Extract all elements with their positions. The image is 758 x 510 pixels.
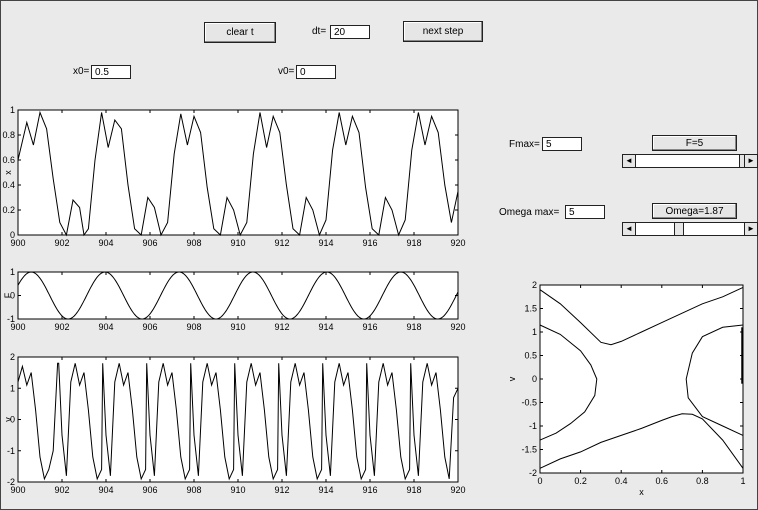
x-plot-ytick-label: 0 bbox=[10, 230, 15, 240]
v-plot-xtick-label: 908 bbox=[186, 485, 201, 495]
x-plot-xtick-label: 904 bbox=[98, 238, 113, 248]
x-plot-xtick-label: 918 bbox=[406, 238, 421, 248]
next-step-button[interactable]: next step bbox=[403, 21, 483, 42]
f-value-display: F=5 bbox=[652, 135, 737, 151]
v-plot-xtick-label: 916 bbox=[362, 485, 377, 495]
phase-plot-xtick-label: 1 bbox=[740, 476, 745, 486]
F-plot-xtick-label: 908 bbox=[186, 322, 201, 332]
dt-input[interactable]: 20 bbox=[330, 25, 370, 39]
x-plot-xtick-label: 910 bbox=[230, 238, 245, 248]
phase-plot-ylabel: v bbox=[507, 376, 517, 381]
F-plot-xtick-label: 910 bbox=[230, 322, 245, 332]
phase-trajectory-line-2 bbox=[539, 324, 598, 441]
dt-label: dt= bbox=[312, 26, 327, 37]
x-plot-xtick-label: 906 bbox=[142, 238, 157, 248]
F-plot-xtick-label: 916 bbox=[362, 322, 377, 332]
v-plot-xtick-label: 900 bbox=[10, 485, 25, 495]
phase-plot-ytick-label: -2 bbox=[529, 468, 537, 478]
phase-trajectory-line-3 bbox=[539, 413, 744, 469]
F-plot-ylabel: F bbox=[3, 292, 13, 298]
phase-plot-xlabel: x bbox=[639, 487, 644, 497]
clear-t-button[interactable]: clear t bbox=[204, 22, 276, 43]
v-plot-ytick-label: 1 bbox=[10, 383, 15, 393]
v-plot-axes-box bbox=[17, 356, 459, 483]
phase-trajectory-line-1 bbox=[539, 286, 744, 346]
v-plot-ytick-label: 2 bbox=[10, 352, 15, 362]
F-plot-ytick-label: -1 bbox=[7, 314, 15, 324]
F-plot-xtick-label: 918 bbox=[406, 322, 421, 332]
phase-plot-ytick-label: 1.5 bbox=[524, 304, 537, 314]
v0-input[interactable]: 0 bbox=[296, 65, 336, 79]
phase-trajectory-line-4 bbox=[685, 324, 744, 436]
x-plot-xtick-label: 916 bbox=[362, 238, 377, 248]
omega-value-display: Omega=1.87 bbox=[652, 203, 737, 219]
x-plot-xtick-label: 914 bbox=[318, 238, 333, 248]
v-plot-xtick-label: 918 bbox=[406, 485, 421, 495]
x-plot-ytick-label: 0.8 bbox=[2, 130, 15, 140]
x-plot-ytick-label: 0.6 bbox=[2, 155, 15, 165]
F-plot-ytick-label: 0 bbox=[10, 291, 15, 301]
x-plot-xtick-label: 920 bbox=[450, 238, 465, 248]
v-plot-xtick-label: 910 bbox=[230, 485, 245, 495]
x0-input[interactable]: 0.5 bbox=[91, 65, 131, 79]
F-plot-xtick-label: 902 bbox=[54, 322, 69, 332]
omega-slider-left-arrow-icon[interactable]: ◄ bbox=[623, 223, 636, 235]
x0-label: x0= bbox=[73, 66, 90, 77]
x-plot-xtick-label: 900 bbox=[10, 238, 25, 248]
F-plot-xtick-label: 900 bbox=[10, 322, 25, 332]
x-plot-ylabel: x bbox=[3, 170, 13, 175]
omega-slider-thumb[interactable] bbox=[673, 223, 684, 235]
F-plot-ytick-label: 1 bbox=[10, 267, 15, 277]
v-plot-ytick-label: 0 bbox=[10, 415, 15, 425]
v-plot-ytick-label: -1 bbox=[7, 446, 15, 456]
v-plot-xtick-label: 914 bbox=[318, 485, 333, 495]
omega-slider-right-arrow-icon[interactable]: ► bbox=[744, 223, 757, 235]
v0-label: v0= bbox=[278, 66, 295, 77]
F-plot-xtick-label: 912 bbox=[274, 322, 289, 332]
phase-plot-xtick-label: 0 bbox=[537, 476, 542, 486]
omega-max-input[interactable]: 5 bbox=[565, 205, 605, 219]
v-plot-ylabel: v bbox=[3, 417, 13, 422]
phase-plot-xtick-label: 0.4 bbox=[615, 476, 628, 486]
v-plot-xtick-label: 906 bbox=[142, 485, 157, 495]
phase-plot-ytick-label: 1 bbox=[532, 327, 537, 337]
phase-plot-ytick-label: -1 bbox=[529, 421, 537, 431]
x-plot-ytick-label: 0.4 bbox=[2, 180, 15, 190]
phase-plot-xtick-label: 0.8 bbox=[696, 476, 709, 486]
x-plot-xtick-label: 912 bbox=[274, 238, 289, 248]
phase-plot-xtick-label: 0.6 bbox=[656, 476, 669, 486]
x-plot-xtick-label: 908 bbox=[186, 238, 201, 248]
v-plot-xtick-label: 902 bbox=[54, 485, 69, 495]
x-plot-xtick-label: 902 bbox=[54, 238, 69, 248]
fmax-input[interactable]: 5 bbox=[542, 137, 582, 151]
x-plot-ytick-label: 1 bbox=[10, 105, 15, 115]
f-slider[interactable]: ◄ ► bbox=[622, 154, 758, 168]
v-plot-xtick-label: 920 bbox=[450, 485, 465, 495]
phase-plot-ytick-label: -0.5 bbox=[521, 398, 537, 408]
v-plot-ytick-label: -2 bbox=[7, 477, 15, 487]
F-plot-xtick-label: 920 bbox=[450, 322, 465, 332]
F-plot-xtick-label: 906 bbox=[142, 322, 157, 332]
phase-plot-ytick-label: 0 bbox=[532, 374, 537, 384]
x-plot-series-line bbox=[17, 110, 459, 237]
v-plot-xtick-label: 904 bbox=[98, 485, 113, 495]
fmax-label: Fmax= bbox=[509, 139, 540, 150]
phase-plot-ytick-label: 2 bbox=[532, 280, 537, 290]
phase-plot-xtick-label: 0.2 bbox=[574, 476, 587, 486]
omega-max-label: Omega max= bbox=[499, 207, 560, 218]
f-slider-left-arrow-icon[interactable]: ◄ bbox=[623, 155, 636, 167]
v-plot-xtick-label: 912 bbox=[274, 485, 289, 495]
f-slider-right-arrow-icon[interactable]: ► bbox=[744, 155, 757, 167]
x-plot-axes-box bbox=[17, 109, 459, 236]
phase-plot-ytick-label: -1.5 bbox=[521, 445, 537, 455]
v-plot-series-line bbox=[17, 362, 459, 481]
f-series-line bbox=[17, 271, 459, 320]
F-plot-xtick-label: 904 bbox=[98, 322, 113, 332]
phase-plot-ytick-label: 0.5 bbox=[524, 351, 537, 361]
x-plot-ytick-label: 0.2 bbox=[2, 205, 15, 215]
F-plot-xtick-label: 914 bbox=[318, 322, 333, 332]
